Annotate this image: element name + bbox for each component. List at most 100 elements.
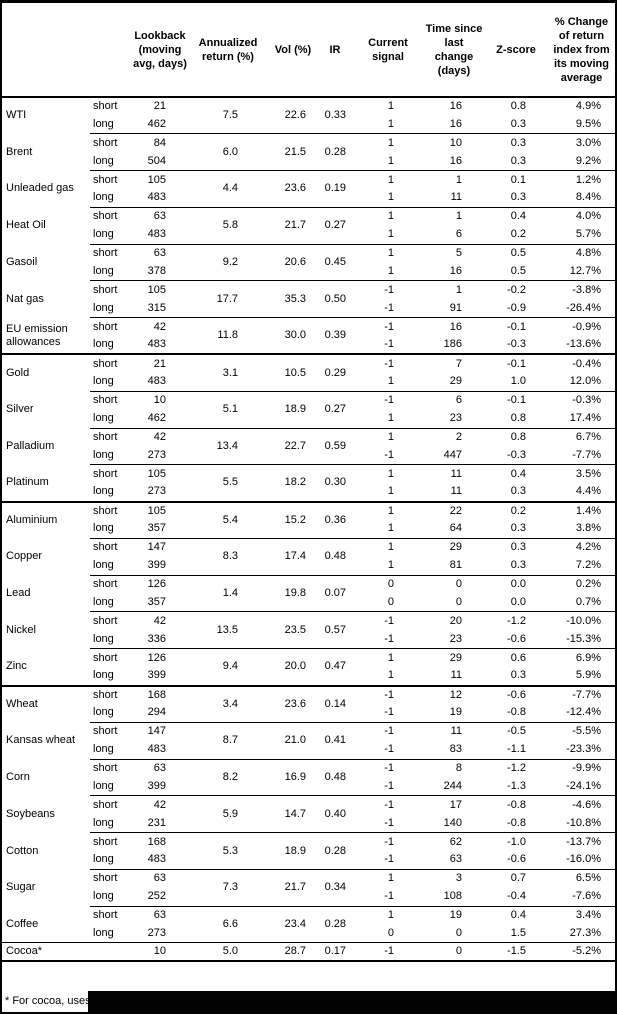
table-row: Unleaded gas short 105 4.4 23.6 0.19 1 1 0.1 1.2% [2,170,615,208]
cell-position: long [93,743,114,756]
cell-current-signal: -1 [384,816,394,829]
cell-current-signal: -1 [384,743,394,756]
cell-vol: 23.6 [268,684,318,723]
cell-time-since-change: 108 [443,890,462,903]
cell-commodity: Cocoa* [2,942,90,962]
cell-z-score: -1.3 [507,779,526,792]
table-row: Platinum short 105 5.5 18.2 0.30 1 11 0.4 3.5% [2,464,615,502]
cell-time-since-change: 0 [424,574,484,594]
cell-time-since-change: 3 [424,868,484,888]
table-row: long 483 -1 63 -0.6 -16.0% [2,851,615,869]
cell-ir: 0.36 [318,500,352,539]
cell-ir: 0.28 [318,905,352,943]
cell-z-score: -0.1 [484,390,548,410]
table-row: WTI short 21 7.5 22.6 0.33 1 16 0.8 4.9% [2,97,615,121]
cell-pct-change: 0.2% [548,574,615,594]
cell-z-score: 0.0 [510,595,526,608]
cell-commodity: Lead [6,587,31,600]
cell-pct-change: -7.7% [548,684,615,704]
cell-ir: 0.27 [318,390,352,429]
cell-lookback: 168 [132,832,188,852]
cell-time-since-change: 16 [449,264,462,277]
cell-current-signal: 1 [352,905,424,925]
col-commodity [2,3,90,98]
cell-current-signal: 1 [387,522,394,535]
cell-pct-change: -15.3% [566,632,601,645]
table-row: Nickel short 42 13.5 23.5 0.57 -1 20 -1.2 -10.0% [2,611,615,649]
table-row: Cotton short 168 5.3 18.9 0.28 -1 62 -1.0 -13.7% [2,832,615,870]
cell-position: long [93,595,114,608]
cell-pct-change: -4.6% [548,795,615,815]
table-row: long 462 1 16 0.3 9.5% [2,115,615,133]
cell-current-signal: 1 [387,669,394,682]
table-row: Kansas wheat short 147 8.7 21.0 0.41 -1 11 -0.5-… [2,721,615,760]
cell-z-score: 0.2 [484,500,548,520]
table-row: Brent short 84 6.0 21.5 0.28 1 10 0.3 3.0% [2,133,615,171]
table-row: long 483 1 6 0.2 5.7% [2,226,615,244]
cell-annualized-return: 7.3 [188,868,268,907]
cell-pct-change: 17.4% [569,412,601,425]
cell-annualized-return: 8.7 [188,721,268,760]
cell-z-score: 0.6 [484,648,548,668]
cell-position: long [93,522,114,535]
cell-vol: 18.9 [268,390,318,429]
cell-position: long [93,338,114,351]
cell-lookback: 273 [147,927,166,940]
cell-vol: 28.7 [268,942,318,962]
cell-pct-change: 6.7% [548,427,615,447]
cell-time-since-change: 1 [424,280,484,300]
cell-ir: 0.45 [318,243,352,281]
table-row: Zinc short 126 9.4 20.0 0.47 1 29 0.6 6.9% [2,648,615,686]
cell-z-score: -0.1 [484,317,548,337]
cell-position: short [90,832,132,852]
cell-position: short [90,905,132,925]
cell-current-signal: -1 [384,706,394,719]
cell-position: long [93,779,114,792]
cell-z-score: 0.3 [484,537,548,557]
cell-ir: 0.14 [318,684,352,723]
cell-lookback: 483 [147,228,166,241]
cell-position: short [90,280,132,300]
cell-pct-change: -9.9% [548,758,615,778]
table-row: Heat Oil short 63 5.8 21.7 0.27 1 1 0.4 4.0% [2,206,615,245]
cell-time-since-change: 186 [443,338,462,351]
cell-time-since-change: 16 [424,317,484,337]
cell-time-since-change: 19 [424,905,484,925]
cell-z-score: 0.1 [484,170,548,189]
cell-position: long [93,816,114,829]
cell-position: short [90,427,132,447]
cell-lookback: 21 [132,353,188,373]
redaction-bar [88,991,615,1012]
table-row: Gasoil short 63 9.2 20.6 0.45 1 5 0.5 4.8% [2,243,615,281]
cell-lookback: 399 [147,779,166,792]
cell-annualized-return: 5.9 [188,795,268,833]
cell-commodity: Gold [2,353,90,392]
cell-lookback: 10 [132,942,188,962]
cell-pct-change: -0.4% [548,353,615,373]
cell-pct-change: -12.4% [566,706,601,719]
cell-z-score: 0.3 [510,117,526,130]
cell-vol: 21.7 [268,868,318,907]
cell-lookback: 357 [147,595,166,608]
table-row: long 231 -1 140 -0.8 -10.8% [2,814,615,832]
cell-lookback: 399 [147,559,166,572]
cell-lookback: 462 [147,412,166,425]
cell-ir: 0.19 [318,170,352,208]
cell-lookback: 294 [147,706,166,719]
cell-commodity: Soybeans [6,807,55,820]
cell-current-signal: -1 [352,317,424,337]
footnote: * For cocoa, uses o [2,991,615,1012]
cell-time-since-change: 5 [424,243,484,263]
cell-annualized-return: 7.5 [222,109,238,122]
cell-commodity: Corn [6,770,30,783]
header-row: Lookback (moving avg, days) Annualized re… [2,3,615,98]
cell-position: short [90,243,132,263]
cell-pct-change: -24.1% [566,779,601,792]
cell-position: short [90,353,132,373]
cell-position: short [90,574,132,594]
cell-commodity: Brent [6,145,33,158]
table-body: WTI short 21 7.5 22.6 0.33 1 16 0.8 4.9% long 462 1 1… [2,97,615,962]
cell-time-since-change: 19 [449,706,462,719]
cell-lookback: 168 [132,684,188,704]
cell-time-since-change: 23 [449,632,462,645]
